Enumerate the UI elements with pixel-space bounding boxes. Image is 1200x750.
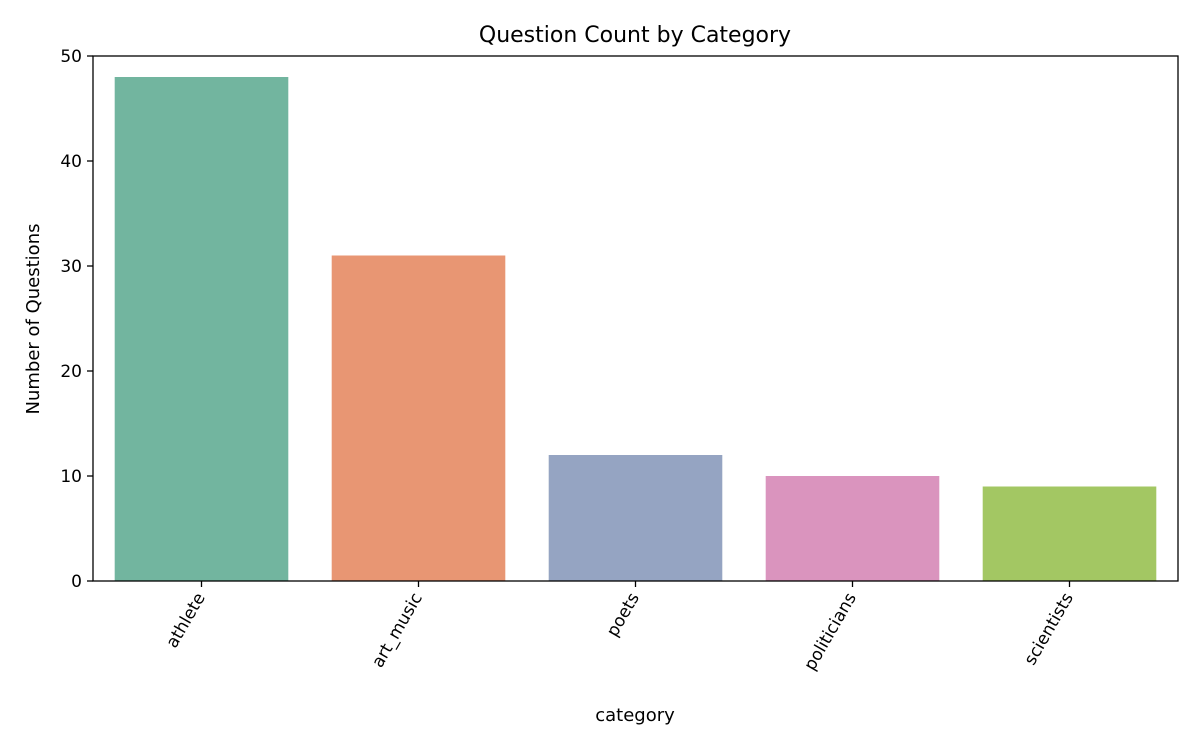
bar-politicians <box>765 476 940 581</box>
bar-scientists <box>982 486 1157 581</box>
x-tick-label-poets: poets <box>603 589 644 640</box>
y-tick-label: 10 <box>60 467 82 487</box>
x-tick-label-scientists: scientists <box>1021 589 1078 668</box>
y-tick-label: 0 <box>71 572 82 592</box>
bar-poets <box>548 455 723 581</box>
chart-title: Question Count by Category <box>479 23 791 48</box>
y-tick-label: 30 <box>60 257 82 277</box>
x-axis-label: category <box>595 705 675 726</box>
bars <box>114 77 1157 581</box>
y-tick-label: 50 <box>60 47 82 67</box>
x-axis: athlete art_music poets politicians scientis… <box>162 581 1078 674</box>
x-tick-label-politicians: politicians <box>800 589 860 674</box>
y-axis-label: Number of Questions <box>23 224 44 415</box>
bar-athlete <box>114 77 289 581</box>
y-tick-label: 20 <box>60 362 82 382</box>
y-axis: 0 10 20 30 40 50 <box>60 47 93 592</box>
x-tick-label-art_music: art_music <box>368 590 427 672</box>
y-tick-label: 40 <box>60 152 82 172</box>
x-tick-label-athlete: athlete <box>162 590 209 652</box>
bar-art_music <box>331 255 506 581</box>
